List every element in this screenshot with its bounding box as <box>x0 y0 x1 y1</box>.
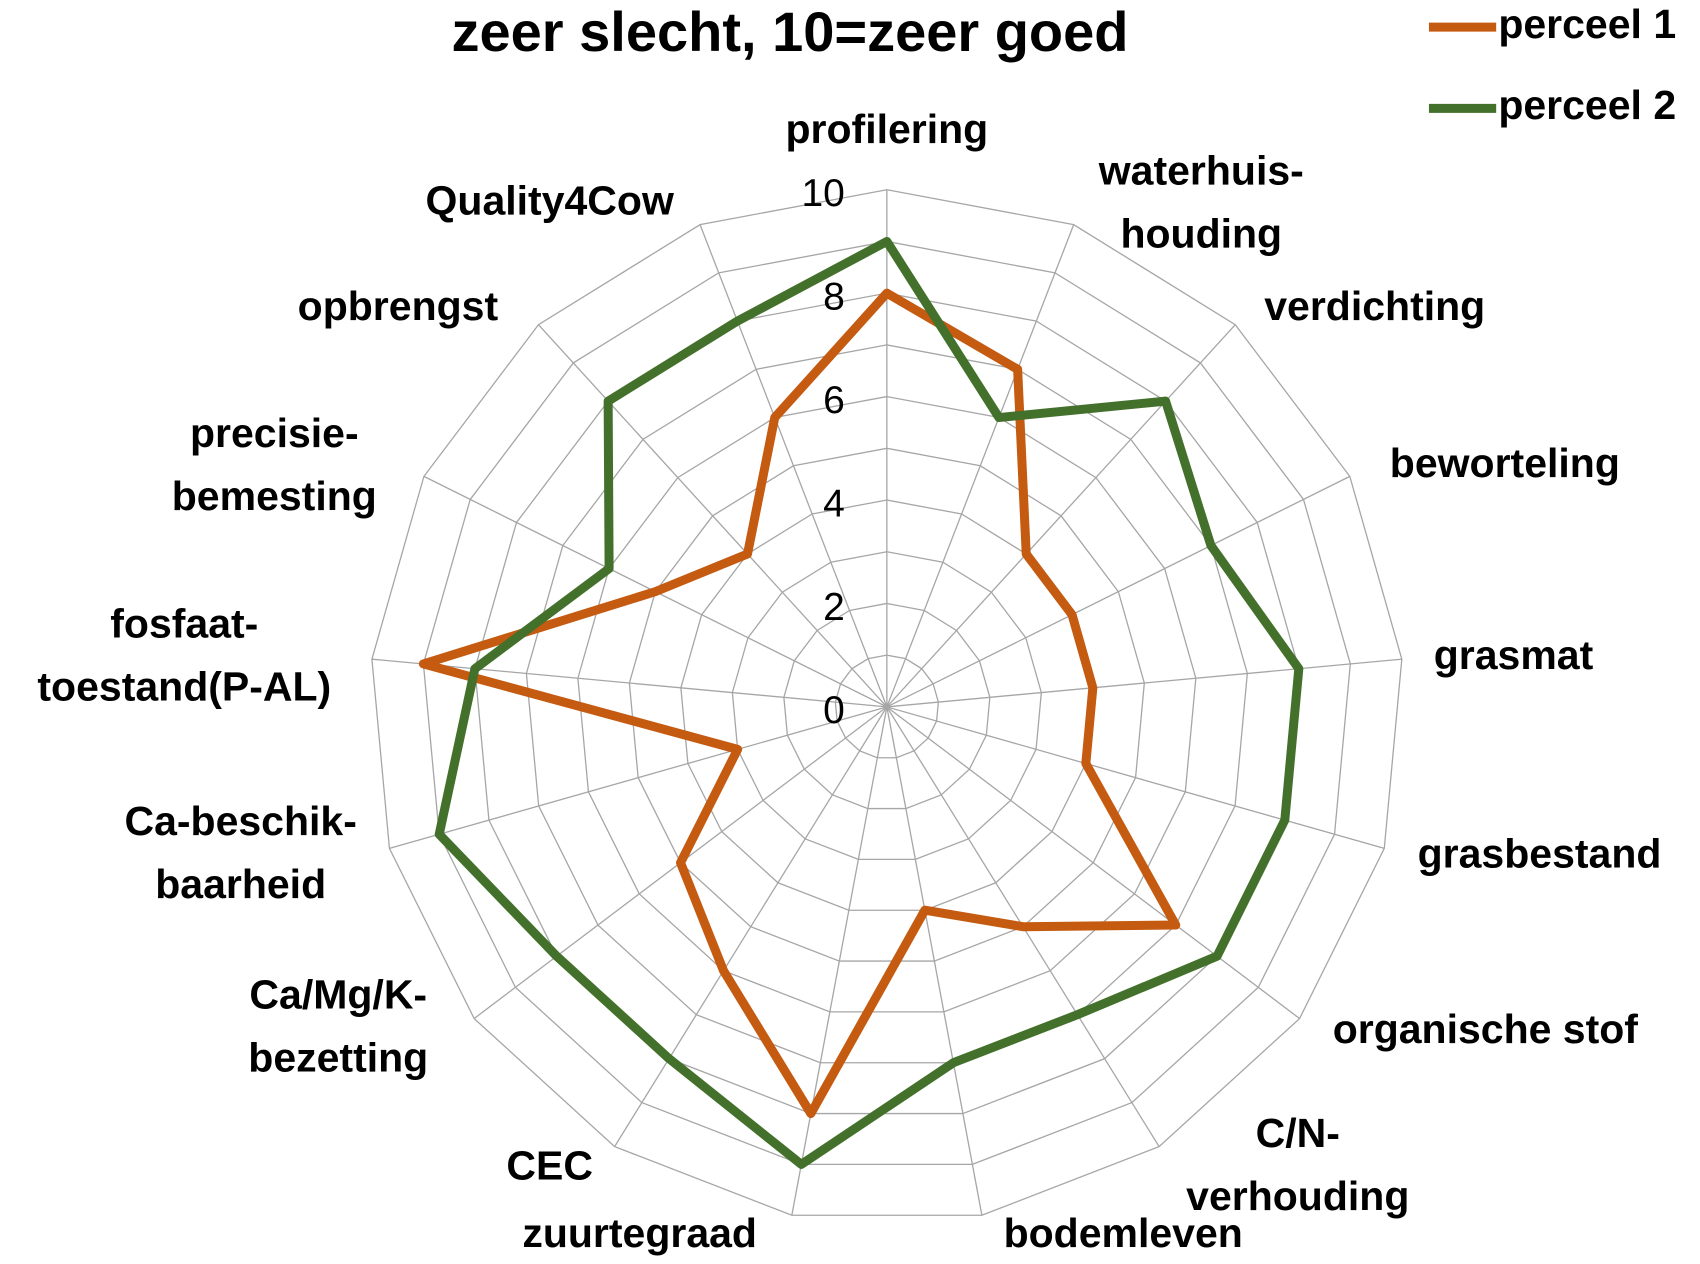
category-label: Quality4Cow <box>426 178 674 224</box>
category-label: profilering <box>786 106 989 152</box>
chart-title: zeer slecht, 10=zeer goed <box>451 0 1128 63</box>
spoke <box>791 706 888 1216</box>
r-tick-label: 0 <box>823 689 845 732</box>
r-tick-label: 8 <box>823 275 845 318</box>
grid-ring <box>577 395 1197 1013</box>
spoke <box>886 706 1300 1020</box>
r-tick-label: 6 <box>823 379 845 422</box>
spoke <box>886 706 1385 850</box>
category-label: Ca-beschik-baarheid <box>124 798 356 907</box>
category-label: organische stof <box>1333 1006 1639 1052</box>
spoke <box>886 475 1351 708</box>
r-tick-label: 4 <box>823 482 845 525</box>
category-label: CEC <box>506 1143 593 1189</box>
category-label: zuurtegraad <box>522 1210 757 1256</box>
minor-grid-ring <box>628 447 1145 962</box>
category-label: bodemleven <box>1004 1210 1243 1256</box>
spoke <box>886 658 1402 708</box>
spoke <box>614 706 888 1147</box>
category-label: precisie-bemesting <box>172 410 377 519</box>
category-label: grasmat <box>1434 632 1594 678</box>
series-line <box>434 236 1304 1169</box>
legend-label: perceel 1 <box>1498 1 1676 47</box>
minor-grid-ring <box>422 240 1351 1166</box>
category-label: grasbestand <box>1418 830 1662 876</box>
grid-ring <box>474 292 1300 1115</box>
spoke <box>886 224 1075 708</box>
r-tick-label: 10 <box>801 172 844 215</box>
spoke <box>389 706 888 850</box>
minor-grid-ring <box>731 551 1043 861</box>
spoke <box>699 224 888 708</box>
category-label: waterhuis-houding <box>1098 147 1304 256</box>
spoke <box>886 706 983 1216</box>
r-tick-label: 2 <box>823 586 845 629</box>
category-label: beworteling <box>1390 440 1620 486</box>
legend-label: perceel 2 <box>1498 82 1676 128</box>
category-label: opbrengst <box>298 283 499 329</box>
spoke <box>886 324 1236 708</box>
minor-grid-ring <box>834 654 940 759</box>
grid-ring <box>783 602 991 810</box>
category-label: fosfaat-toestand(P-AL) <box>37 600 331 709</box>
category-label: Ca/Mg/K-bezetting <box>248 971 428 1080</box>
spoke <box>371 658 887 708</box>
grid-ring <box>371 189 1403 1216</box>
category-label: verdichting <box>1264 283 1485 329</box>
spoke <box>537 324 888 708</box>
series-line <box>418 288 1181 1119</box>
category-label: C/N-verhouding <box>1186 1110 1409 1219</box>
minor-grid-ring <box>525 344 1248 1064</box>
